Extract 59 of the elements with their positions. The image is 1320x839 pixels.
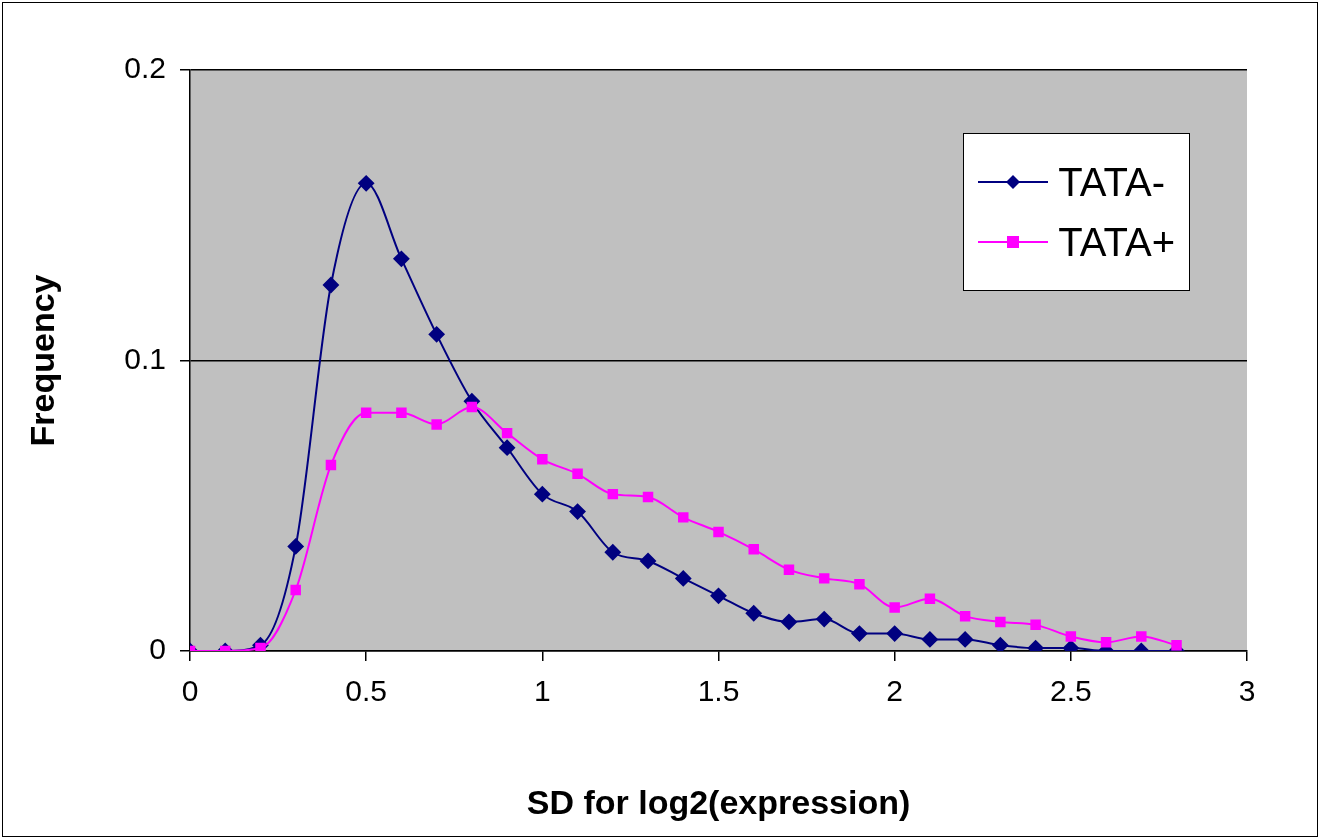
x-tick-label: 1 — [533, 674, 551, 708]
point — [713, 526, 724, 538]
point — [1065, 631, 1077, 642]
point — [572, 468, 583, 480]
point — [499, 439, 516, 456]
point — [854, 578, 865, 590]
point — [678, 512, 689, 523]
point — [322, 276, 339, 293]
point — [290, 584, 301, 596]
point — [1100, 637, 1112, 648]
x-axis-title: SD for log2(expression) — [526, 782, 911, 821]
point — [640, 552, 657, 569]
point — [642, 491, 654, 503]
legend-label: TATA- — [1058, 159, 1165, 205]
point — [1136, 631, 1147, 642]
point — [1030, 619, 1041, 631]
point — [818, 573, 830, 584]
point — [604, 544, 621, 561]
point — [816, 611, 833, 628]
legend-label: TATA+ — [1058, 219, 1175, 265]
point — [889, 602, 900, 613]
point — [924, 593, 936, 604]
point — [501, 427, 513, 439]
x-tick-label: 2 — [886, 674, 904, 708]
point — [534, 486, 551, 503]
point — [992, 637, 1009, 651]
y-tick-label: 0.2 — [124, 51, 166, 85]
point — [921, 631, 938, 648]
point — [710, 587, 727, 604]
y-tick-label: 0.1 — [124, 341, 166, 375]
x-tick-label: 1.5 — [697, 674, 740, 708]
point — [287, 538, 304, 555]
point — [748, 544, 759, 555]
point — [783, 564, 795, 575]
point — [396, 407, 407, 419]
point — [466, 401, 478, 413]
x-tick-label: 0.5 — [345, 674, 388, 708]
point — [325, 459, 337, 471]
point — [431, 419, 442, 430]
x-tick-label: 0 — [181, 674, 199, 708]
point — [675, 570, 692, 587]
y-axis-title: Frequency — [22, 274, 61, 447]
point — [886, 625, 903, 642]
point — [995, 616, 1006, 628]
point — [851, 625, 868, 642]
point — [569, 503, 586, 520]
x-tick-label: 3 — [1238, 674, 1256, 708]
point — [607, 488, 619, 500]
point — [537, 454, 548, 465]
point — [358, 175, 375, 192]
point — [959, 610, 971, 622]
point — [360, 407, 372, 419]
x-tick-label: 2.5 — [1049, 674, 1092, 708]
point — [957, 631, 974, 648]
point — [780, 613, 797, 630]
point — [393, 250, 410, 267]
point — [745, 605, 762, 622]
y-tick-label: 0 — [149, 632, 166, 666]
point — [428, 326, 445, 343]
